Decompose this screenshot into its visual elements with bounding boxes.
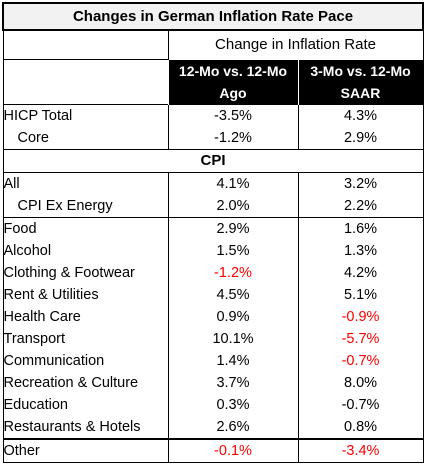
row-label: All xyxy=(2,172,168,195)
header-row-2: Ago SAAR xyxy=(2,82,424,105)
row-label: Core xyxy=(2,127,168,150)
cell-value: -1.2% xyxy=(167,262,298,284)
table-row: Education 0.3% -0.7% xyxy=(2,394,424,416)
row-label: Education xyxy=(2,394,168,416)
row-label: Rent & Utilities xyxy=(2,284,168,306)
row-label: Other xyxy=(2,438,168,463)
cell-value: -1.2% xyxy=(167,127,298,150)
table-title: Changes in German Inflation Rate Pace xyxy=(1,2,425,31)
cell-value: -0.7% xyxy=(297,394,424,416)
row-label: Restaurants & Hotels xyxy=(2,416,168,439)
table-row: Restaurants & Hotels 2.6% 0.8% xyxy=(2,416,424,439)
table-row: Recreation & Culture 3.7% 8.0% xyxy=(2,372,424,394)
table-row: All 4.1% 3.2% xyxy=(2,172,424,195)
cell-value: 8.0% xyxy=(297,372,424,394)
table-row: Health Care 0.9% -0.9% xyxy=(2,306,424,328)
cell-value: -3.4% xyxy=(297,438,424,463)
title-row: Changes in German Inflation Rate Pace xyxy=(1,2,425,31)
cell-value: 1.3% xyxy=(297,240,424,262)
row-label: Communication xyxy=(2,350,168,372)
cell-value: 0.8% xyxy=(297,416,424,439)
cell-value: 4.5% xyxy=(167,284,298,306)
cell-value: 4.2% xyxy=(297,262,424,284)
cpi-section-row: CPI xyxy=(2,149,424,173)
row-label: CPI Ex Energy xyxy=(2,195,168,218)
table-row: Transport 10.1% -5.7% xyxy=(2,328,424,350)
cell-value: 2.2% xyxy=(297,195,424,218)
table-row: Other -0.1% -3.4% xyxy=(2,438,424,463)
cell-value: -0.9% xyxy=(297,306,424,328)
cell-value: 2.6% xyxy=(167,416,298,439)
cell-value: 4.3% xyxy=(297,104,424,127)
cell-value: 4.1% xyxy=(167,172,298,195)
cell-value: 2.9% xyxy=(297,127,424,150)
cell-value: -5.7% xyxy=(297,328,424,350)
cell-value: 10.1% xyxy=(167,328,298,350)
cell-value: 0.9% xyxy=(167,306,298,328)
subtitle-row: Change in Inflation Rate xyxy=(2,30,424,60)
table-row: CPI Ex Energy 2.0% 2.2% xyxy=(2,195,424,218)
cell-value: 1.6% xyxy=(297,217,424,240)
row-label: Food xyxy=(2,217,168,240)
col2-header-line2: SAAR xyxy=(297,82,424,105)
row-label: Recreation & Culture xyxy=(2,372,168,394)
col1-header-line1: 12-Mo vs. 12-Mo xyxy=(167,59,298,82)
cell-value: 0.3% xyxy=(167,394,298,416)
cell-value: 1.4% xyxy=(167,350,298,372)
row-label: Health Care xyxy=(2,306,168,328)
cell-value: 2.9% xyxy=(167,217,298,240)
inflation-table: Changes in German Inflation Rate Pace Ch… xyxy=(1,2,425,463)
cell-value: 1.5% xyxy=(167,240,298,262)
row-label: Alcohol xyxy=(2,240,168,262)
cell-value: 3.2% xyxy=(297,172,424,195)
row-label: Clothing & Footwear xyxy=(2,262,168,284)
col2-header-line1: 3-Mo vs. 12-Mo xyxy=(297,59,424,82)
table-row: HICP Total -3.5% 4.3% xyxy=(2,104,424,127)
cell-value: 5.1% xyxy=(297,284,424,306)
header-row-1: 12-Mo vs. 12-Mo 3-Mo vs. 12-Mo xyxy=(2,59,424,82)
table-row: Rent & Utilities 4.5% 5.1% xyxy=(2,284,424,306)
cpi-section-label: CPI xyxy=(2,149,424,173)
cell-value: 3.7% xyxy=(167,372,298,394)
cell-value: -3.5% xyxy=(167,104,298,127)
row-label: Transport xyxy=(2,328,168,350)
table-row: Food 2.9% 1.6% xyxy=(2,217,424,240)
table-row: Alcohol 1.5% 1.3% xyxy=(2,240,424,262)
row-label: HICP Total xyxy=(2,104,168,127)
table-subtitle: Change in Inflation Rate xyxy=(167,30,424,60)
table-row: Core -1.2% 2.9% xyxy=(2,127,424,150)
cell-value: -0.1% xyxy=(167,438,298,463)
table-row: Communication 1.4% -0.7% xyxy=(2,350,424,372)
cell-value: -0.7% xyxy=(297,350,424,372)
table-row: Clothing & Footwear -1.2% 4.2% xyxy=(2,262,424,284)
col1-header-line2: Ago xyxy=(167,82,298,105)
cell-value: 2.0% xyxy=(167,195,298,218)
